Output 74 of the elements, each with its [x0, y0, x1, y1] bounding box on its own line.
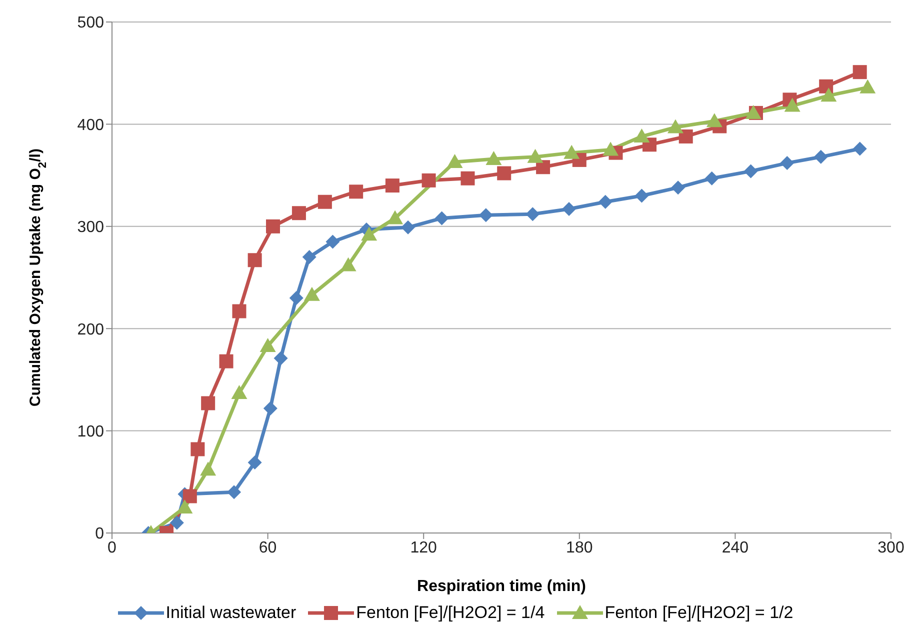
point [744, 164, 758, 178]
point [200, 462, 216, 476]
point [201, 396, 216, 410]
point [292, 206, 306, 220]
point [289, 290, 304, 305]
point [387, 210, 404, 224]
point [349, 184, 364, 199]
point [227, 485, 242, 500]
point [784, 98, 800, 112]
y-tick-label: 300 [77, 219, 104, 236]
x-tick-label: 60 [258, 539, 277, 556]
point [704, 171, 719, 186]
point [478, 208, 493, 222]
point [602, 142, 619, 156]
point [176, 499, 193, 514]
point [526, 207, 540, 222]
point [564, 144, 580, 159]
point [745, 104, 762, 119]
point [852, 65, 867, 80]
point [361, 226, 378, 241]
point [385, 178, 400, 193]
point [852, 142, 867, 156]
point [780, 156, 794, 170]
point [248, 455, 262, 470]
point [634, 128, 650, 142]
y-tick-label: 500 [77, 14, 104, 32]
point [671, 180, 686, 195]
point [340, 257, 356, 272]
point [401, 220, 416, 234]
x-tick-label: 120 [410, 539, 438, 556]
x-tick-label: 0 [108, 539, 117, 556]
y-tick-label: 400 [77, 116, 104, 134]
point [190, 442, 205, 456]
point [706, 113, 722, 128]
x-tick-label: 240 [722, 539, 749, 556]
point [231, 384, 248, 399]
point [678, 129, 693, 144]
point [486, 150, 502, 165]
point [497, 166, 512, 180]
point [860, 79, 876, 94]
point [318, 194, 332, 209]
point [326, 234, 340, 249]
point [446, 154, 463, 168]
x-axis-title: Respiration time (min) [417, 578, 586, 595]
point [667, 119, 684, 134]
point [302, 250, 316, 264]
legend-label: Initial wastewater [166, 603, 296, 623]
point [820, 88, 837, 102]
point [536, 160, 550, 174]
point [562, 202, 576, 216]
x-tick-label: 180 [566, 539, 593, 556]
point [248, 253, 262, 268]
point [598, 194, 612, 209]
point [260, 338, 276, 352]
point [422, 173, 436, 188]
point [182, 489, 197, 504]
point [634, 188, 649, 203]
point [527, 148, 544, 163]
x-tick-label: 300 [878, 539, 904, 556]
y-tick-label: 100 [77, 423, 104, 440]
y-tick-label: 200 [77, 321, 104, 338]
point [266, 219, 280, 234]
point [263, 401, 278, 416]
point [460, 171, 475, 186]
point [304, 286, 320, 301]
point [814, 150, 828, 164]
legend-label: Fenton [Fe]/[H2O2] = 1/2 [604, 603, 794, 623]
legend-label: Fenton [Fe]/[H2O2] = 1/4 [356, 603, 545, 623]
y-tick-label: 0 [95, 526, 104, 543]
point [274, 351, 288, 366]
point [170, 516, 184, 530]
point [434, 211, 449, 226]
point [232, 304, 246, 318]
point [219, 354, 234, 368]
